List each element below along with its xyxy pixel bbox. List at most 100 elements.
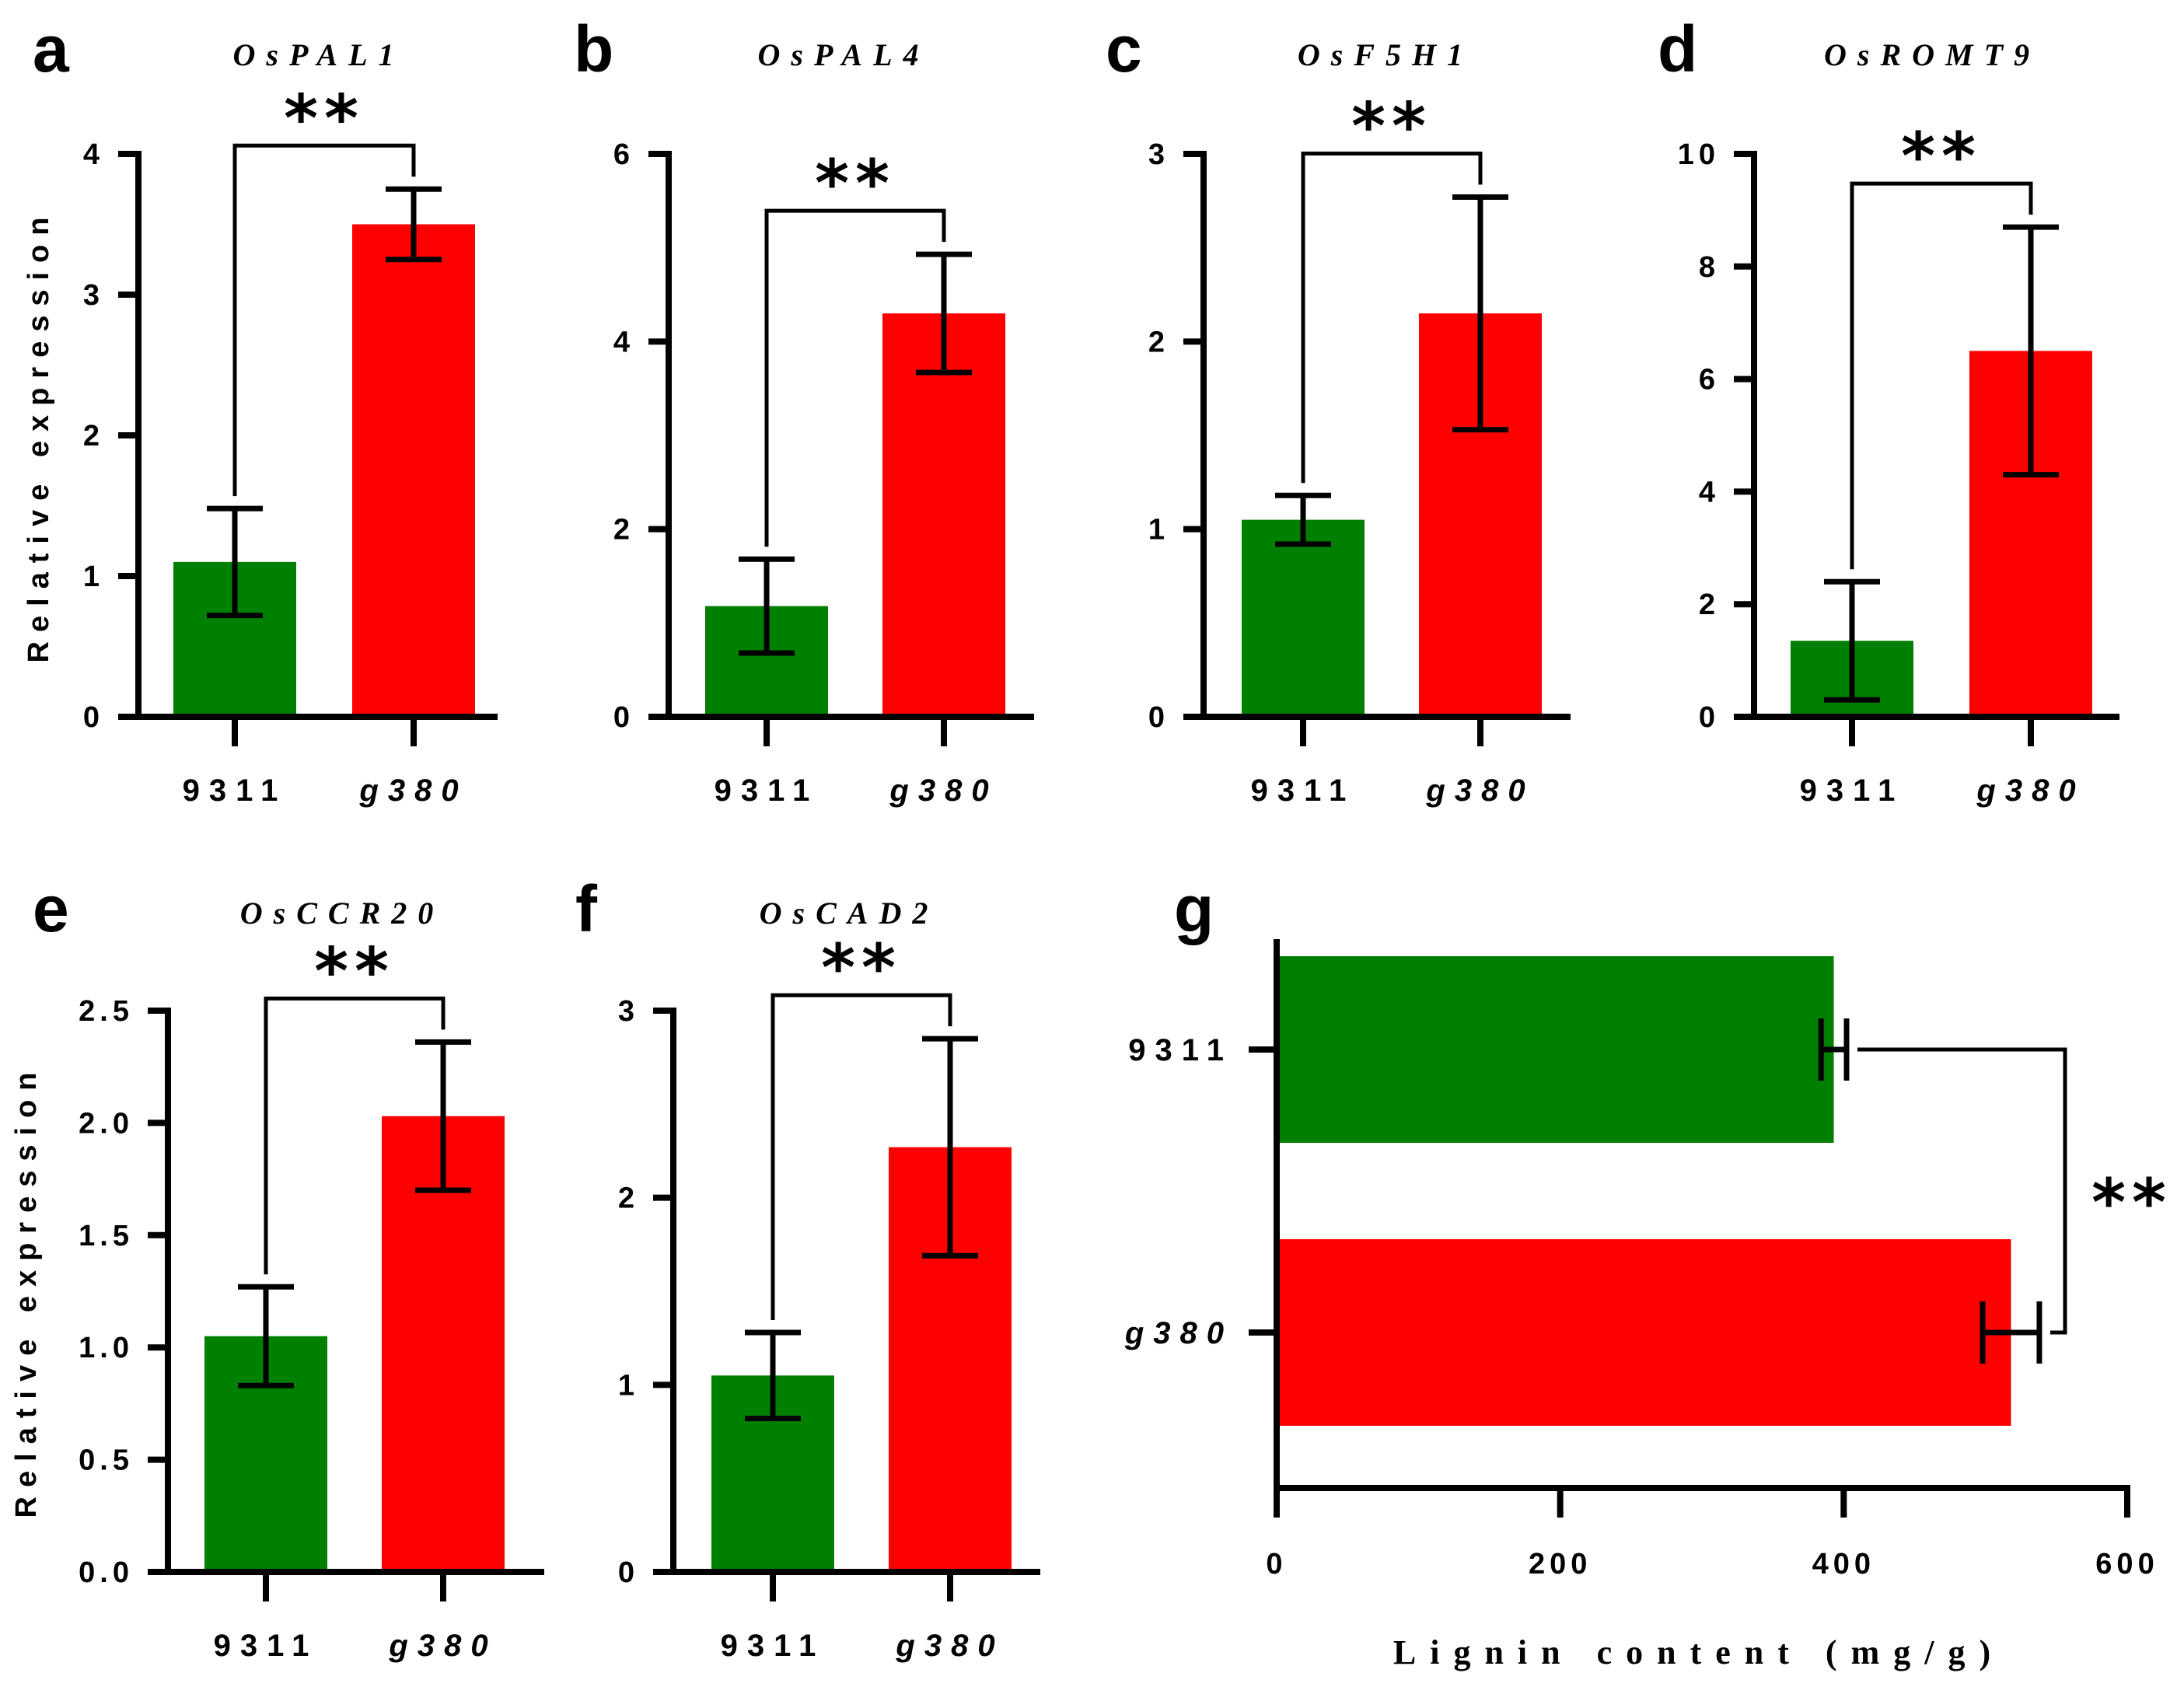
y-tick-label: 4 <box>1699 476 1720 508</box>
panel-letter-f: f <box>575 872 598 945</box>
significance-label: ** <box>821 930 902 1006</box>
x-tick-label: 400 <box>1812 1548 1875 1580</box>
bar-9311 <box>1242 519 1365 717</box>
chart-title: OsCAD2 <box>760 896 939 931</box>
y-tick-label: 0 <box>83 701 104 734</box>
y-tick-label: 2 <box>613 514 634 547</box>
x-tick-label: 9311 <box>1251 774 1356 808</box>
y-tick-label: 2 <box>1148 326 1169 358</box>
y-tick-label: 4 <box>613 326 634 358</box>
panel-b: b OsPAL4 0 2 4 6 9311 g380 ** <box>574 12 1034 808</box>
y-tick-label: 2.5 <box>79 995 134 1028</box>
y-tick-label: 1 <box>83 561 104 593</box>
panel-letter-g: g <box>1174 872 1214 945</box>
y-tick-label: 6 <box>1699 364 1720 396</box>
panel-letter-d: d <box>1658 12 1697 86</box>
chart-title: OsROMT9 <box>1824 37 2040 72</box>
plot-area: 0 200 400 600 9311 g380 ** <box>1124 939 2172 1580</box>
y-tick-label: 3 <box>618 995 639 1028</box>
chart-title: OsPAL4 <box>757 37 929 72</box>
y-tick-label: 8 <box>1699 251 1720 284</box>
bar-g380 <box>882 313 1005 718</box>
plot-area: 0.0 0.5 1.0 1.5 2.0 2.5 9311 g380 ** <box>79 933 544 1663</box>
y-tick-label: 2 <box>618 1182 639 1215</box>
error-bar-9311 <box>745 1329 801 1422</box>
x-tick-label: 9311 <box>721 1629 826 1663</box>
significance-label: ** <box>815 145 896 222</box>
x-tick-label: g380 <box>1976 774 2084 808</box>
y-tick-label: 0 <box>1699 701 1720 734</box>
chart-title: OsPAL1 <box>232 37 404 72</box>
x-tick-label: 0 <box>1266 1548 1287 1580</box>
significance-label: ** <box>314 933 395 1009</box>
y-tick-label: 1.5 <box>79 1220 134 1252</box>
significance-bracket <box>264 996 446 1275</box>
error-bar-9311 <box>1824 578 1880 703</box>
y-tick-label: g380 <box>1124 1316 1233 1350</box>
significance-bracket <box>1857 1047 2067 1335</box>
panel-a: a OsPAL1 Relative expression 0 1 2 3 4 9311 g3… <box>23 12 498 808</box>
significance-bracket <box>1850 181 2033 570</box>
panel-letter-b: b <box>574 12 613 86</box>
significance-bracket <box>1301 152 1483 484</box>
panel-g: g Lignin content (mg/g) 0 200 400 600 9311 g3… <box>1124 872 2172 1671</box>
significance-label: ** <box>1351 89 1432 165</box>
y-tick-label: 0 <box>618 1556 639 1589</box>
significance-bracket <box>232 143 416 497</box>
x-tick-label: 9311 <box>183 774 288 808</box>
x-tick-label: g380 <box>358 774 467 808</box>
x-tick-label: g380 <box>895 1629 1004 1663</box>
plot-area: 0 1 2 3 9311 g380 ** <box>1148 89 1571 808</box>
y-tick-label: 9311 <box>1128 1033 1233 1067</box>
panel-letter-e: e <box>33 872 69 945</box>
panel-c: c OsF5H1 0 1 2 3 9311 g380 ** <box>1106 12 1571 808</box>
y-tick-label: 0 <box>613 701 634 734</box>
y-tick-label: 4 <box>83 138 104 171</box>
bar-9311 <box>1277 956 1834 1143</box>
error-bar-9311 <box>1818 1018 1850 1081</box>
y-tick-label: 3 <box>1148 138 1169 171</box>
error-bar-g380 <box>922 1036 978 1259</box>
y-tick-label: 0.0 <box>79 1556 134 1589</box>
x-tick-label: g380 <box>889 774 998 808</box>
error-bar-9311 <box>1275 492 1331 547</box>
x-tick-label: 9311 <box>214 1629 319 1663</box>
panel-letter-a: a <box>33 12 70 86</box>
x-tick-label: 200 <box>1529 1548 1592 1580</box>
error-bar-g380 <box>1980 1301 2042 1364</box>
chart-title: OsCCR20 <box>240 896 445 931</box>
y-tick-label: 1.0 <box>79 1332 134 1364</box>
y-tick-label: 1 <box>1148 514 1169 547</box>
error-bar-g380 <box>415 1039 471 1193</box>
y-tick-label: 3 <box>83 279 104 312</box>
x-tick-label: g380 <box>1425 774 1534 808</box>
bar-g380 <box>352 224 475 717</box>
panel-f: f OsCAD2 0 1 2 3 9311 g380 ** <box>575 872 1040 1663</box>
significance-label: ** <box>1901 118 1982 194</box>
y-tick-label: 6 <box>613 138 634 171</box>
x-tick-label: g380 <box>388 1629 497 1663</box>
y-tick-label: 0 <box>1148 701 1169 734</box>
x-tick-label: 600 <box>2095 1548 2158 1580</box>
y-axis-title: Relative expression <box>10 1064 43 1518</box>
error-bar-g380 <box>2003 224 2059 478</box>
significance-bracket <box>764 208 946 547</box>
significance-label: ** <box>2091 1165 2172 1241</box>
y-tick-label: 2 <box>1699 589 1720 621</box>
error-bar-g380 <box>1452 194 1508 433</box>
plot-area: 0 2 4 6 8 10 9311 g380 ** <box>1678 118 2119 808</box>
error-bar-9311 <box>238 1284 294 1388</box>
panel-d: d OsROMT9 0 2 4 6 8 10 9311 g380 ** <box>1658 12 2119 808</box>
error-bar-g380 <box>916 251 972 375</box>
chart-title: OsF5H1 <box>1298 37 1473 72</box>
error-bar-g380 <box>386 186 442 263</box>
y-tick-label: 1 <box>618 1369 639 1402</box>
plot-area: 0 2 4 6 9311 g380 ** <box>613 138 1034 808</box>
significance-label: ** <box>284 80 365 156</box>
bar-g380 <box>1277 1239 2011 1426</box>
plot-area: 0 1 2 3 4 9311 g380 ** <box>83 80 498 808</box>
y-tick-label: 2.0 <box>79 1107 134 1140</box>
y-tick-label: 2 <box>83 420 104 452</box>
panel-letter-c: c <box>1106 12 1142 86</box>
